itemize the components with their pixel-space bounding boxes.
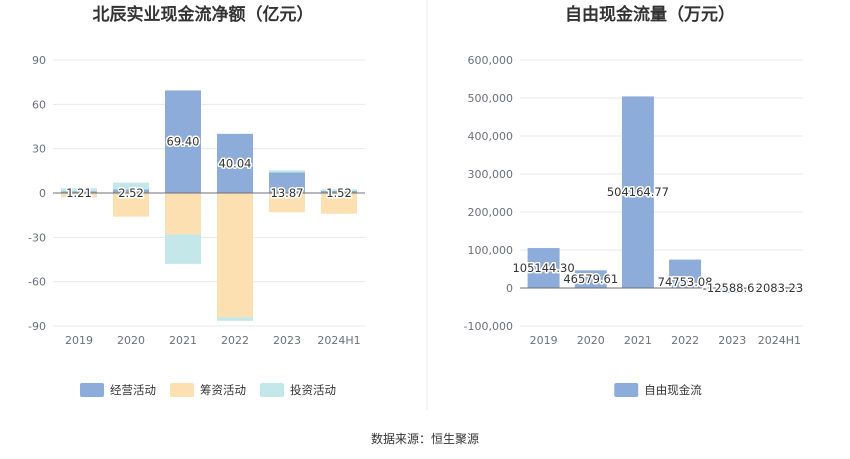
chart1-bar-1: [217, 133, 253, 193]
chart1-data-label: 2.52: [118, 186, 144, 200]
chart2-data-label: 504164.77: [607, 185, 669, 199]
chart1-bar-1: [113, 189, 149, 193]
chart1-y-tick-label: -30: [28, 231, 46, 244]
chart2-data-label: -12588.63: [703, 281, 762, 295]
chart1-bar-2: [269, 193, 305, 213]
chart1-bar-1: [61, 191, 97, 193]
chart1-legend-label-2: 筹资活动: [200, 383, 246, 397]
chart1-x-tick-label: 2020: [117, 334, 145, 347]
chart1-bar-3: [321, 189, 357, 191]
chart2-x-tick-label: 2020: [577, 334, 605, 347]
chart2-data-label: 105144.30: [512, 261, 574, 275]
chart2-y-tick-label: 400,000: [468, 130, 514, 143]
chart1-bar-2: [165, 193, 201, 235]
chart2-x-tick-label: 2023: [718, 334, 746, 347]
chart1-data-label: 40.04: [219, 156, 252, 170]
chart1-x-tick-label: 2019: [65, 334, 93, 347]
chart2-y-tick-label: 600,000: [468, 54, 514, 67]
chart1-bar-1: [165, 90, 201, 193]
chart1-bar-3: [113, 182, 149, 190]
chart2-x-tick-label: 2024H1: [758, 334, 801, 347]
chart1-data-label: 69.40: [167, 135, 200, 149]
chart1-legend-label-1: 经营活动: [110, 383, 156, 397]
chart2-x-tick-label: 2019: [530, 334, 558, 347]
chart2-data-label: 2083.23: [756, 281, 804, 295]
chart1-y-tick-label: 60: [32, 98, 46, 111]
chart1-x-tick-label: 2021: [169, 334, 197, 347]
chart1-bar-2: [61, 193, 97, 198]
chart1-y-tick-label: -90: [28, 320, 46, 333]
chart2-bar-1: [574, 270, 607, 288]
chart1-legend-swatch-2: [170, 383, 194, 397]
chart1-bar-2: [217, 193, 253, 318]
chart1-y-tick-label: -60: [28, 276, 46, 289]
chart2-bar-1: [527, 248, 560, 288]
chart2-title: 自由现金流量（万元）: [565, 4, 735, 25]
chart1-data-label: 1.52: [326, 186, 352, 200]
chart1-data-label: 1.21: [66, 186, 92, 200]
chart1-title: 北辰实业现金流净额（亿元）: [93, 4, 314, 25]
chart2-data-label: 74753.08: [658, 275, 713, 289]
chart2-bar-1: [716, 288, 749, 293]
chart1-bar-1: [269, 172, 305, 193]
chart1-bar-2: [113, 193, 149, 217]
chart2-bar-1: [669, 259, 702, 288]
chart1-bar-3: [165, 234, 201, 264]
chart2-x-tick-label: 2021: [624, 334, 652, 347]
chart1-bar-1: [321, 190, 357, 193]
chart2-legend-label-1: 自由现金流: [644, 383, 702, 397]
chart2-y-tick-label: 0: [506, 282, 513, 295]
chart1-legend-swatch-3: [260, 383, 284, 397]
chart2-y-tick-label: 100,000: [468, 244, 514, 257]
chart2-x-tick-label: 2022: [671, 334, 699, 347]
chart2-y-tick-label: -100,000: [464, 320, 513, 333]
chart1-x-tick-label: 2023: [273, 334, 301, 347]
chart1-data-label: 13.87: [271, 186, 304, 200]
chart1-legend-swatch-1: [80, 383, 104, 397]
chart1-x-tick-label: 2022: [221, 334, 249, 347]
chart1-x-tick-label: 2024H1: [317, 334, 360, 347]
chart1-y-tick-label: 90: [32, 54, 46, 67]
chart2-y-tick-label: 200,000: [468, 206, 514, 219]
chart1-bar-3: [217, 317, 253, 321]
chart1-bar-3: [61, 188, 97, 192]
source-note: 数据来源：恒生聚源: [370, 432, 479, 446]
chart1-legend-label-3: 投资活动: [290, 383, 336, 397]
chart2-legend-swatch-1: [614, 383, 639, 397]
chart1-y-tick-label: 30: [32, 143, 46, 156]
chart2-y-tick-label: 500,000: [468, 92, 514, 105]
chart1-y-tick-label: 0: [39, 187, 46, 200]
chart2-data-label: 46579.61: [563, 272, 618, 286]
chart2-y-tick-label: 300,000: [468, 168, 514, 181]
chart2-bar-1: [621, 96, 654, 288]
chart1-bar-3: [269, 170, 305, 173]
chart1-bar-2: [321, 193, 357, 214]
